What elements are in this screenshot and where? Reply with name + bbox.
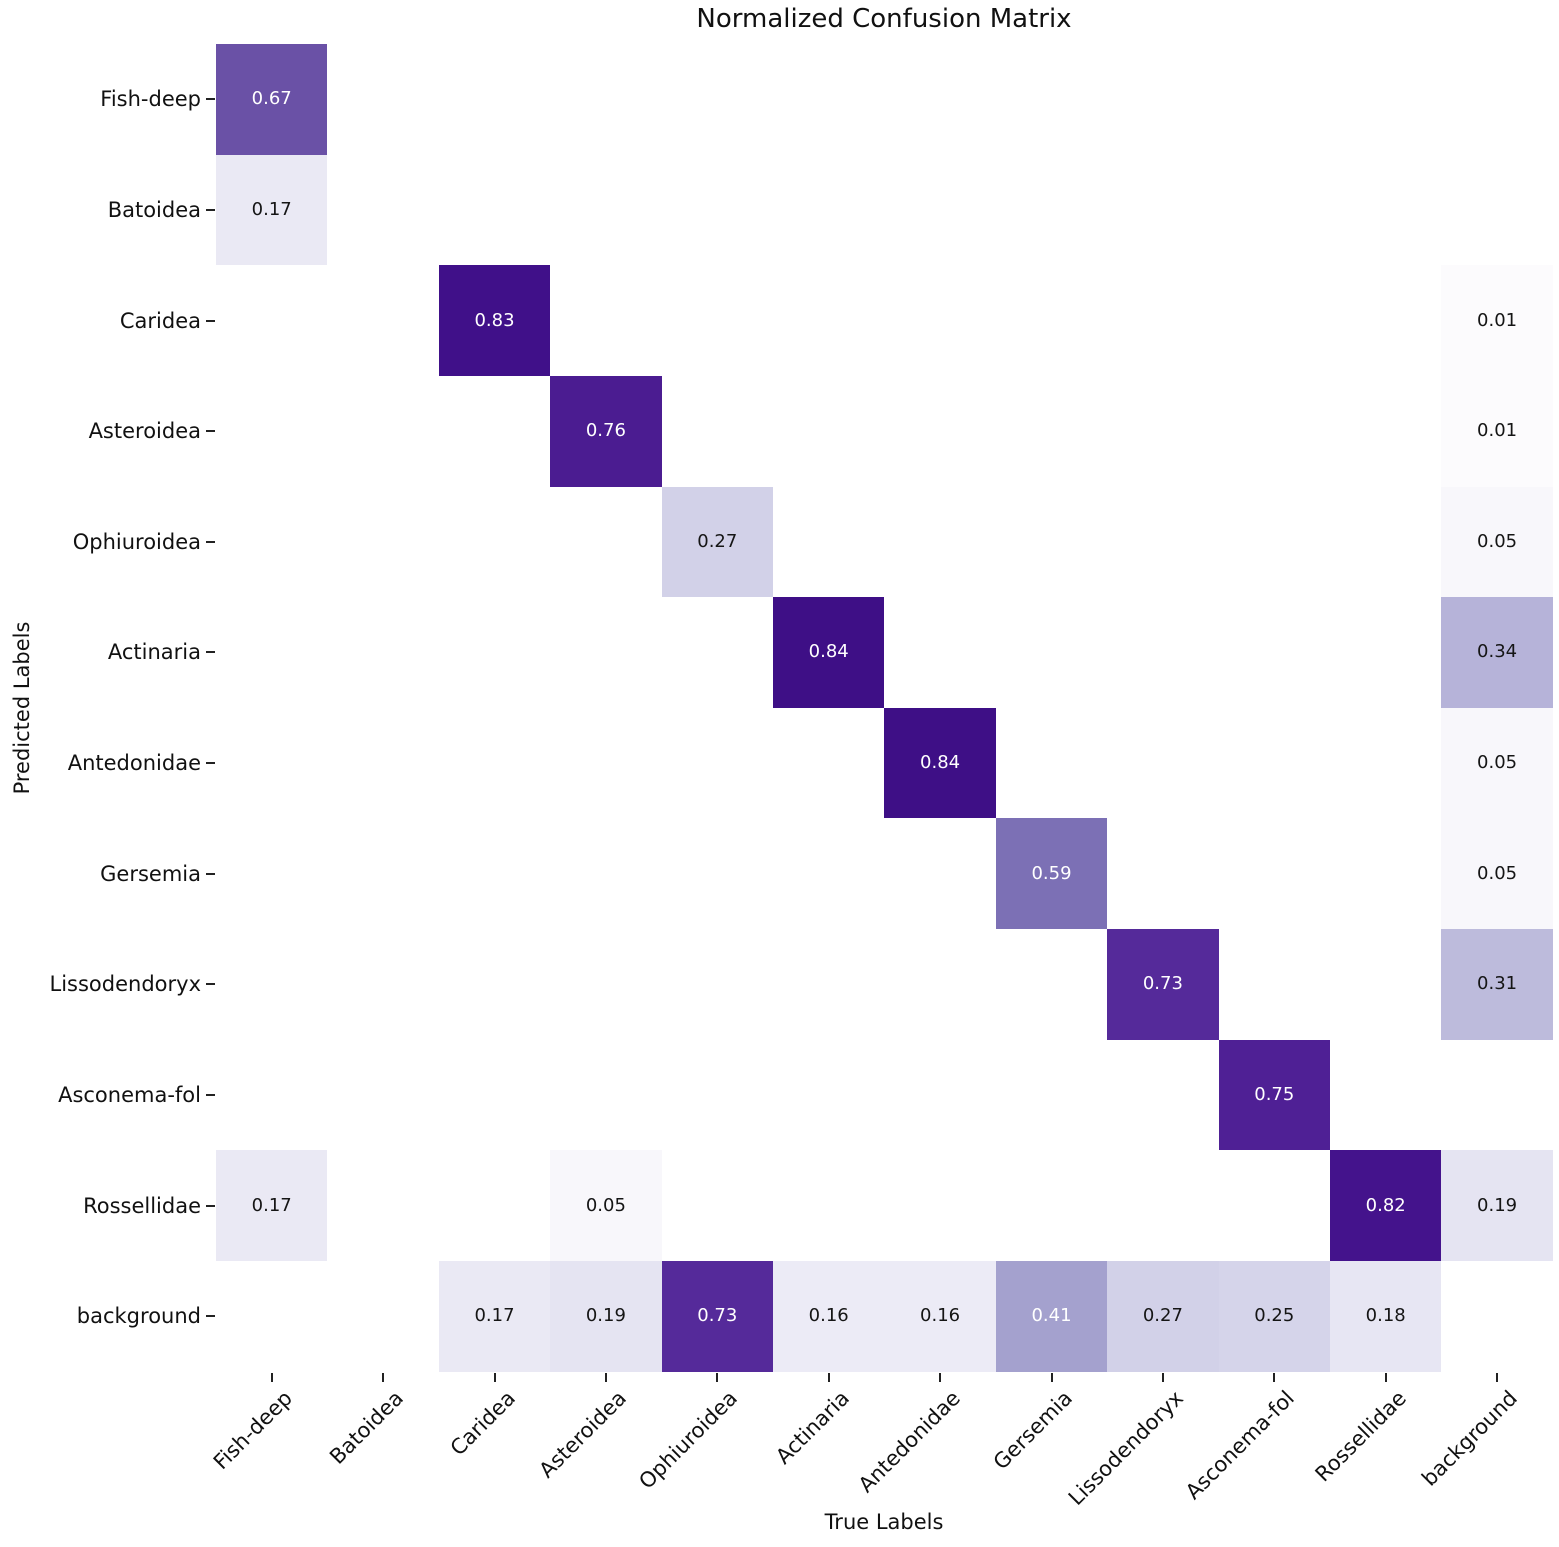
y-tick-label: Antedonidae: [67, 751, 201, 776]
y-tick-label: Gersemia: [100, 861, 201, 886]
x-tick-label: Asconema-fol: [1181, 1385, 1300, 1504]
y-tick-label: Actinaria: [107, 640, 201, 665]
heatmap-cell: 0.41: [995, 1260, 1108, 1372]
heatmap-cell: 0.27: [661, 486, 773, 598]
heatmap-cell: 0.59: [995, 818, 1108, 930]
y-tick-label: Asteroidea: [88, 419, 201, 444]
heatmap-cell: 0.05: [1441, 818, 1553, 930]
x-tick-mark: [270, 1372, 273, 1382]
y-axis-title: Predicted Labels: [10, 621, 34, 795]
y-tick-label: Ophiuroidea: [72, 529, 201, 554]
x-tick-label: Gersemia: [988, 1385, 1077, 1474]
heatmap-cell: 0.34: [1441, 597, 1553, 708]
heatmap-cell: 0.75: [1218, 1039, 1330, 1151]
heatmap-cell: 0.31: [1441, 929, 1553, 1040]
heatmap-cell: 0.84: [773, 597, 885, 708]
y-tick-mark: [206, 540, 215, 543]
chart-title: Normalized Confusion Matrix: [696, 4, 1072, 34]
heatmap-cell: 0.05: [1441, 486, 1553, 598]
x-tick-mark: [382, 1372, 385, 1382]
heatmap-cell: 0.84: [884, 707, 996, 819]
x-tick-label: Asteroidea: [534, 1385, 631, 1483]
heatmap-cell: 0.18: [1330, 1260, 1442, 1372]
y-tick-label: background: [76, 1304, 201, 1329]
heatmap-cell: 0.27: [1107, 1260, 1219, 1372]
heatmap-cell: 0.05: [550, 1150, 662, 1261]
heatmap-cell: 0.17: [216, 154, 328, 266]
y-tick-mark: [206, 430, 215, 433]
y-tick-mark: [206, 651, 215, 654]
x-tick-label: Caridea: [445, 1385, 520, 1460]
y-tick-label: Asconema-fol: [58, 1082, 201, 1107]
heatmap-cell: 0.19: [550, 1260, 662, 1372]
x-tick-mark: [604, 1372, 607, 1382]
y-tick-label: Batoidea: [107, 197, 201, 222]
heatmap-cell: 0.73: [661, 1260, 773, 1372]
heatmap-cell: 0.16: [773, 1260, 885, 1372]
heatmap-cell: 0.82: [1330, 1150, 1442, 1261]
x-tick-mark: [939, 1372, 942, 1382]
y-tick-label: Lissodendoryx: [49, 972, 202, 997]
y-tick-mark: [206, 762, 215, 765]
y-tick-mark: [206, 1204, 215, 1207]
heatmap-cell: 0.17: [438, 1260, 551, 1372]
x-tick-mark: [493, 1372, 496, 1382]
y-tick-mark: [206, 319, 215, 322]
x-tick-mark: [1273, 1372, 1276, 1382]
y-tick-mark: [206, 983, 215, 986]
y-tick-mark: [206, 872, 215, 875]
x-tick-label: Actinaria: [770, 1385, 854, 1469]
x-tick-mark: [1384, 1372, 1387, 1382]
y-tick-label: Fish-deep: [100, 87, 201, 112]
heatmap-cell: 0.01: [1441, 265, 1553, 376]
x-tick-mark: [1496, 1372, 1499, 1382]
x-tick-label: Lissodendoryx: [1063, 1385, 1188, 1510]
heatmap-cell: 0.17: [216, 1150, 328, 1261]
y-tick-mark: [206, 1093, 215, 1096]
x-tick-mark: [827, 1372, 830, 1382]
heatmap-cell: 0.19: [1441, 1150, 1553, 1261]
x-tick-label: Batoidea: [325, 1385, 409, 1469]
y-tick-label: Rossellidae: [83, 1193, 201, 1218]
heatmap-cell: 0.01: [1441, 375, 1553, 487]
heatmap-cell: 0.67: [216, 44, 328, 155]
x-tick-label: Rossellidae: [1310, 1385, 1411, 1486]
heatmap-cell: 0.16: [884, 1260, 996, 1372]
y-tick-label: Caridea: [119, 308, 201, 333]
y-tick-mark: [206, 98, 215, 101]
heatmap-cell: 0.05: [1441, 707, 1553, 819]
y-tick-mark: [206, 208, 215, 211]
x-tick-mark: [1161, 1372, 1164, 1382]
heatmap-cell: 0.83: [438, 265, 551, 376]
x-tick-mark: [716, 1372, 719, 1382]
heatmap-cell: 0.76: [550, 375, 662, 487]
y-tick-mark: [206, 1315, 215, 1318]
x-tick-label: background: [1417, 1385, 1523, 1491]
heatmap-cell: 0.73: [1107, 929, 1219, 1040]
x-axis-title: True Labels: [824, 1510, 944, 1534]
heatmap-plot-area: 0.67 0.17 0.83 0.01 0.76 0.01 0.27 0.05 0.84 0.34…: [216, 44, 1553, 1372]
x-tick-label: Fish-deep: [208, 1385, 297, 1474]
x-tick-label: Ophiuroidea: [634, 1385, 743, 1494]
x-tick-label: Antedonidae: [853, 1385, 966, 1497]
x-tick-mark: [1050, 1372, 1053, 1382]
heatmap-cell: 0.25: [1218, 1260, 1330, 1372]
